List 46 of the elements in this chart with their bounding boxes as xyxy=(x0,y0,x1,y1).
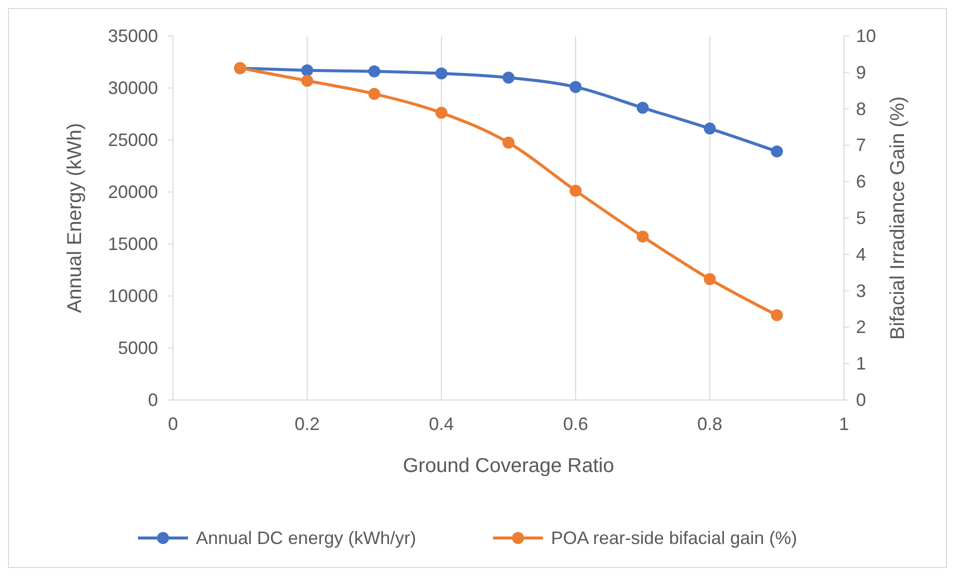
y2-tick-label: 8 xyxy=(856,98,866,119)
point xyxy=(368,65,380,78)
y2-tick-label: 4 xyxy=(856,244,866,264)
y2-tick-label: 1 xyxy=(856,354,866,374)
point xyxy=(502,136,514,149)
x-tick-label: 0 xyxy=(168,414,178,434)
y2-tick-label: 5 xyxy=(856,208,866,228)
point xyxy=(301,74,314,87)
y-tick-label: 10000 xyxy=(108,286,158,306)
x-axis-title: Ground Coverage Ratio xyxy=(402,455,614,477)
point xyxy=(636,230,649,243)
x-tick-label: 0.6 xyxy=(563,414,588,434)
point xyxy=(368,88,380,100)
y2-tick-label: 6 xyxy=(856,172,866,192)
point xyxy=(636,102,649,114)
point xyxy=(770,145,783,158)
y-tick-label: 30000 xyxy=(108,78,158,98)
y-axis-title: Annual Energy (kWh) xyxy=(64,122,86,314)
y2-tick-label: 9 xyxy=(856,62,866,82)
point xyxy=(704,122,716,135)
point xyxy=(770,309,783,322)
y2-tick-label: 7 xyxy=(856,135,866,156)
y2-tick-label: 3 xyxy=(856,280,866,301)
y-tick-label: 35000 xyxy=(108,26,158,46)
point xyxy=(301,64,314,76)
y-tick-label: 0 xyxy=(148,390,158,410)
y-tick-label: 25000 xyxy=(108,130,158,150)
y-tick-label: 20000 xyxy=(108,182,158,202)
point xyxy=(502,72,514,84)
y2-tick-label: 0 xyxy=(856,390,866,410)
point xyxy=(570,184,582,197)
x-tick-label: 0.2 xyxy=(294,414,320,434)
y2-tick-label: 10 xyxy=(856,26,876,46)
x-tick-label: 0.8 xyxy=(697,414,722,434)
legend-label: Annual DC energy (kWh/yr) xyxy=(196,528,416,548)
x-tick-label: 0.4 xyxy=(428,414,454,434)
x-tick-label: 1 xyxy=(838,414,850,434)
point xyxy=(570,80,582,93)
y-tick-label: 15000 xyxy=(108,234,158,254)
y2-axis-title: Bifacial Irradiance Gain (%) xyxy=(887,96,909,340)
legend-label: POA rear-side bifacial gain (%) xyxy=(551,528,798,548)
y-tick-label: 5000 xyxy=(118,338,158,358)
point xyxy=(704,273,716,286)
y2-tick-label: 2 xyxy=(856,317,866,338)
point xyxy=(435,67,448,80)
point xyxy=(435,106,448,119)
